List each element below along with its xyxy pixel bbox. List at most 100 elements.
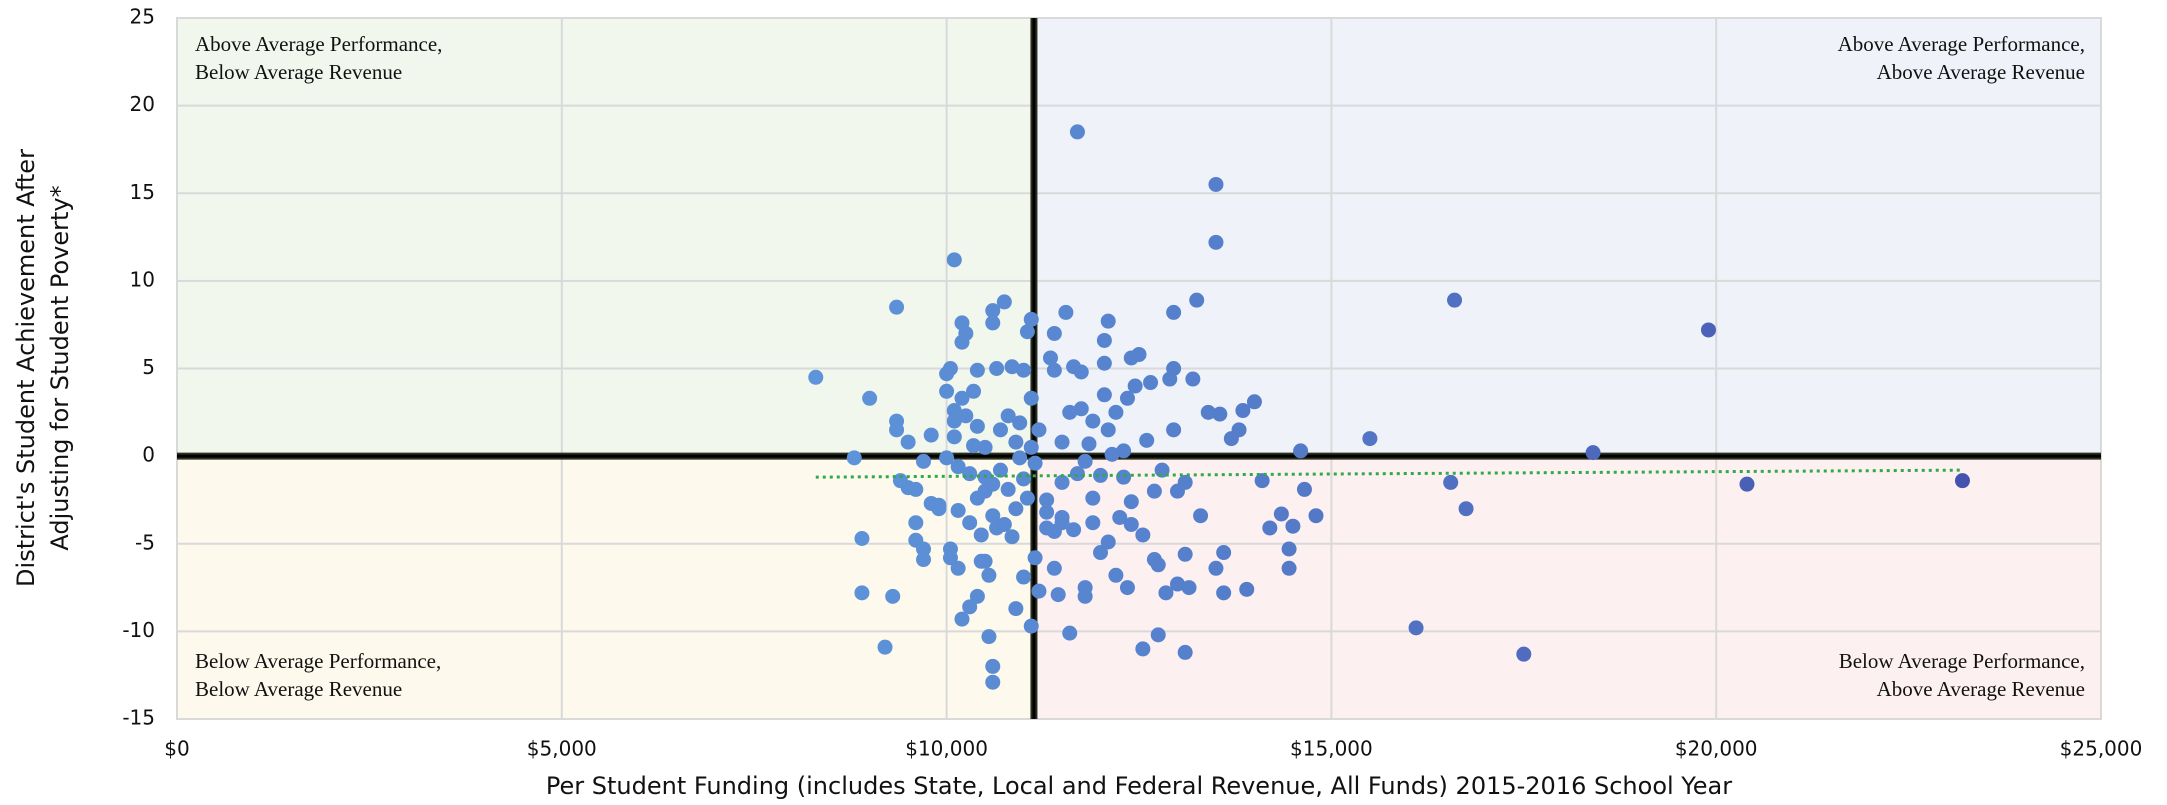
point (1135, 527, 1151, 543)
point (1516, 646, 1532, 662)
point (977, 553, 993, 569)
point (1023, 311, 1039, 327)
point (916, 453, 932, 469)
point (1096, 355, 1112, 371)
point (1023, 390, 1039, 406)
point (1177, 474, 1193, 490)
point (1119, 390, 1135, 406)
point (1019, 324, 1035, 340)
point (1262, 520, 1278, 536)
annotation: Above Average Revenue (1877, 60, 2085, 84)
point (1042, 350, 1058, 366)
point (1443, 474, 1459, 490)
point (1062, 625, 1078, 641)
point (969, 588, 985, 604)
point (908, 481, 924, 497)
point (1100, 313, 1116, 329)
point (916, 552, 932, 568)
point (1085, 515, 1101, 531)
point (1093, 545, 1109, 561)
point (1216, 585, 1232, 601)
point (1058, 304, 1074, 320)
point (1447, 292, 1463, 308)
point (1100, 534, 1116, 550)
point (1296, 481, 1312, 497)
point (1108, 404, 1124, 420)
point (954, 390, 970, 406)
point (1135, 641, 1151, 657)
quadrant (177, 18, 1034, 457)
point (1004, 529, 1020, 545)
point (1281, 541, 1297, 557)
point (1108, 567, 1124, 583)
point (1004, 359, 1020, 375)
annotation: Above Average Performance, (1838, 32, 2085, 56)
point (931, 501, 947, 517)
y-tick-label: -5 (135, 530, 155, 554)
point (1046, 362, 1062, 378)
point (1254, 473, 1270, 489)
point (1954, 473, 1970, 489)
point (985, 508, 1001, 524)
point (966, 438, 982, 454)
point (981, 629, 997, 645)
y-tick-label: 25 (130, 5, 155, 29)
point (989, 361, 1005, 376)
x-tick-label: $5,000 (527, 737, 597, 761)
point (1046, 523, 1062, 539)
point (1039, 504, 1055, 520)
point (946, 252, 962, 268)
x-axis-title: Per Student Funding (includes State, Loc… (546, 772, 1732, 800)
point (958, 408, 974, 424)
point (946, 429, 962, 445)
point (1093, 467, 1109, 483)
point (977, 439, 993, 455)
point (1281, 560, 1297, 576)
point (996, 294, 1012, 310)
point (1039, 492, 1055, 508)
point (1169, 576, 1185, 592)
y-tick-label: -15 (122, 706, 155, 730)
y-axis-title: District's Student Achievement After Adj… (12, 149, 74, 587)
point (1085, 490, 1101, 506)
point (1701, 322, 1717, 338)
point (1077, 453, 1093, 469)
point (1000, 408, 1016, 424)
point (854, 530, 870, 546)
point (958, 325, 974, 341)
point (1012, 415, 1028, 431)
point (1027, 550, 1043, 566)
point (1116, 469, 1132, 485)
point (1273, 506, 1289, 522)
point (1000, 481, 1016, 497)
point (1008, 501, 1024, 517)
point (1116, 443, 1132, 459)
point (1216, 545, 1232, 561)
point (923, 427, 939, 443)
point (1231, 422, 1247, 438)
point (1585, 445, 1601, 461)
point (1208, 176, 1224, 192)
point (1104, 446, 1120, 462)
y-tick-label: 0 (142, 443, 155, 467)
point (862, 390, 878, 406)
point (1023, 618, 1039, 634)
point (1150, 557, 1166, 573)
annotation: Above Average Performance, (195, 32, 442, 56)
point (942, 550, 958, 566)
point (985, 315, 1001, 331)
point (1131, 346, 1147, 362)
point (1081, 436, 1097, 452)
point (950, 459, 966, 475)
point (954, 611, 970, 627)
point (1046, 560, 1062, 576)
point (939, 450, 955, 466)
point (939, 383, 955, 399)
point (1066, 522, 1082, 538)
point (1096, 332, 1112, 348)
point (1166, 422, 1182, 438)
point (1019, 490, 1035, 506)
point (985, 658, 1001, 674)
point (1031, 583, 1047, 599)
